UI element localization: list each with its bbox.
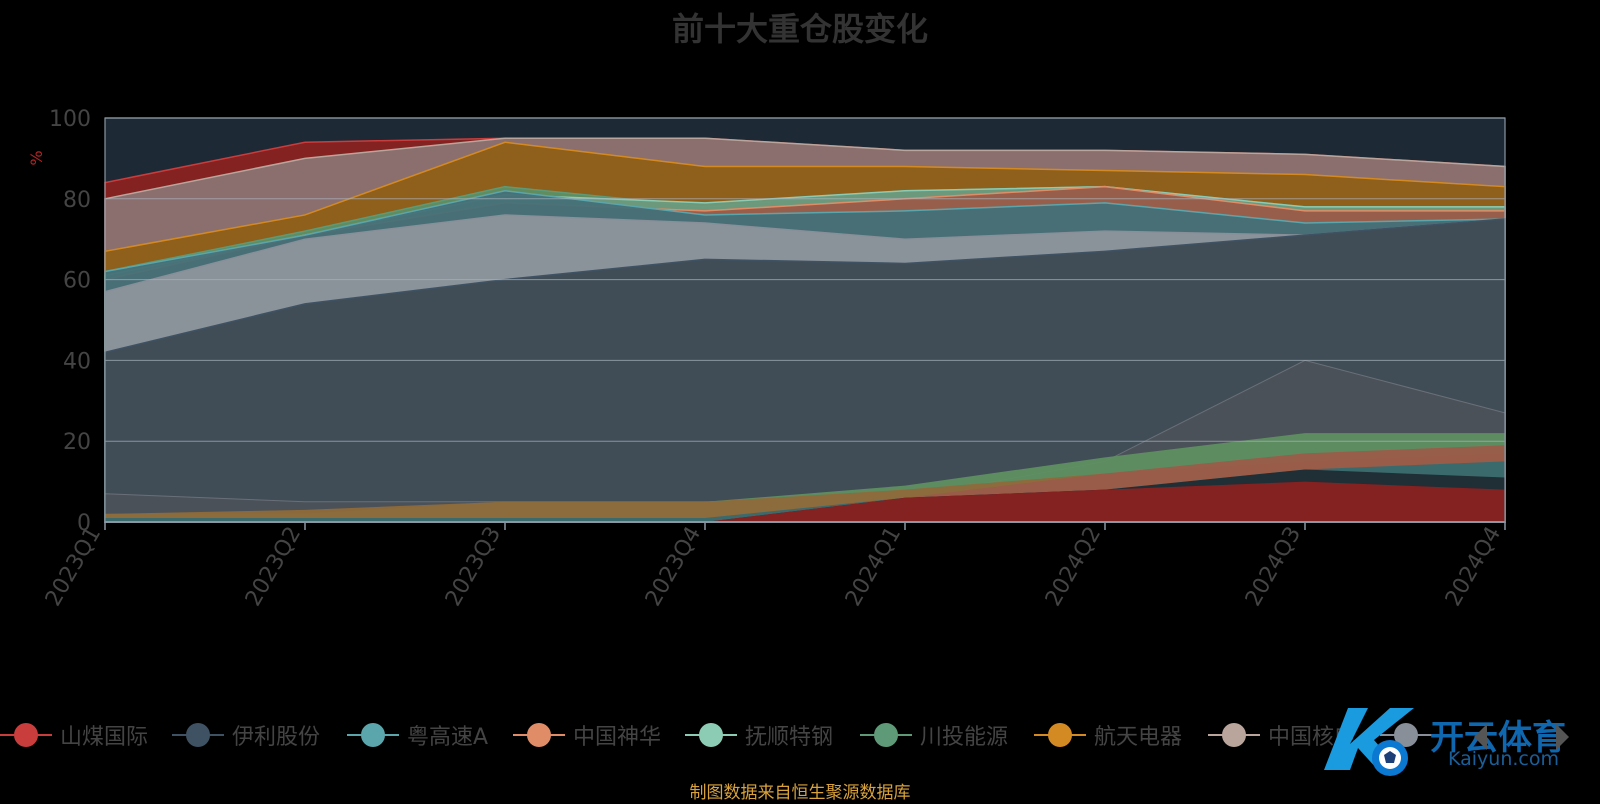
legend-marker-icon [172,718,224,752]
y-tick-label: 80 [63,188,91,213]
x-tick-label: 2024Q4 [1441,523,1506,611]
legend-item[interactable]: 伊利股份 [172,718,320,752]
x-tick-label: 2023Q4 [641,523,706,611]
legend-label: 中国神华 [573,725,662,750]
legend-dot-icon [361,723,385,747]
legend-dot-icon [874,723,898,747]
y-tick-label: 60 [63,269,91,294]
watermark-domain: Kaiyun.com [1448,748,1559,770]
legend-label: 川投能源 [920,725,1009,750]
watermark-logo: 开云体育 Kaiyun.com [1316,700,1600,780]
legend-item[interactable]: 中国神华 [513,718,661,752]
x-tick-label: 2024Q1 [841,523,906,611]
legend-label: 伊利股份 [232,725,321,750]
legend-marker-icon [1034,718,1086,752]
y-tick-label: 0 [77,511,91,536]
x-tick-label: 2024Q2 [1041,523,1106,611]
legend-item[interactable]: 航天电器 [1034,718,1182,752]
legend-dot-icon [699,723,723,747]
y-axis-label: % [27,150,46,165]
legend-prev-icon[interactable] [1474,724,1487,750]
legend-label: 航天电器 [1094,725,1183,750]
legend-marker-icon [1380,718,1432,752]
legend-dot-icon [1222,723,1246,747]
legend-item[interactable]: 抚顺特钢 [685,718,833,752]
x-tick-label: 2023Q3 [441,523,506,611]
x-tick-label: 2023Q1 [41,523,106,611]
legend-dot-icon [14,723,38,747]
legend-item[interactable]: 川投能源 [860,718,1008,752]
legend-dot-icon [186,723,210,747]
legend-item[interactable]: 粤高速A [347,718,488,752]
legend-marker-icon [513,718,565,752]
soccer-ball-icon [1324,708,1414,776]
legend-marker-icon [685,718,737,752]
legend-label: 抚顺特钢 [745,725,834,750]
y-tick-label: 40 [63,349,91,374]
legend-next-icon[interactable] [1556,724,1569,750]
legend-item[interactable]: 山煤国际 [0,718,148,752]
legend-marker-icon [347,718,399,752]
y-tick-label: 20 [63,430,91,455]
legend-marker-icon [1208,718,1260,752]
legend-label: 粤高速A [407,725,489,750]
legend-marker-icon [0,718,52,752]
legend-label: 山煤国际 [60,725,149,750]
legend-marker-icon [860,718,912,752]
x-tick-label: 2023Q2 [241,523,306,611]
area-band-0 [105,481,1505,522]
source-note: 制图数据来自恒生聚源数据库 [689,783,911,803]
chart-title: 前十大重仓股变化 [671,10,928,48]
chart-legend: 山煤国际 伊利股份 粤高速A 中国神华 抚顺特钢 川投能源 航天电器 中国核电 [0,718,1600,752]
legend-dot-icon [527,723,551,747]
legend-item[interactable] [1380,718,1432,752]
legend-dot-icon [1048,723,1072,747]
x-tick-label: 2024Q3 [1241,523,1306,611]
y-tick-label: 100 [49,107,91,132]
watermark-brand: 开云体育 [1430,718,1566,758]
